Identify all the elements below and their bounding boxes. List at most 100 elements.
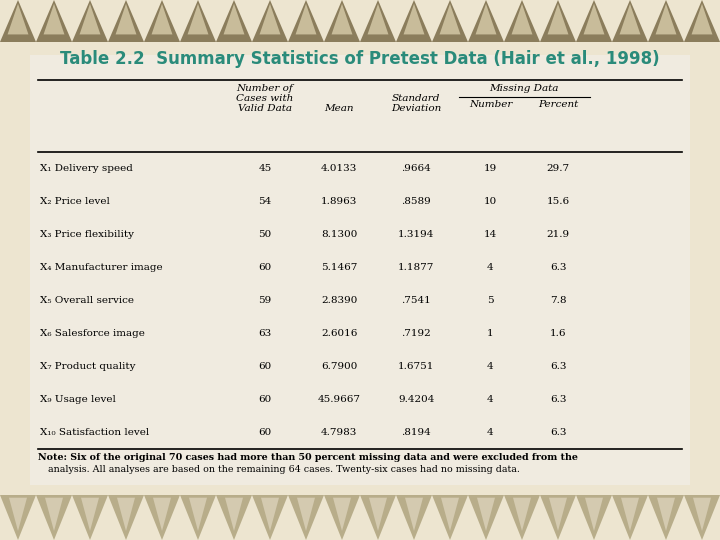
Polygon shape bbox=[432, 495, 468, 540]
Text: 7.8: 7.8 bbox=[550, 296, 566, 305]
Text: 1.6751: 1.6751 bbox=[398, 362, 435, 371]
Text: 6.3: 6.3 bbox=[550, 395, 566, 404]
Polygon shape bbox=[108, 0, 144, 42]
Text: X₅ Overall service: X₅ Overall service bbox=[40, 296, 134, 305]
Polygon shape bbox=[144, 495, 180, 540]
Polygon shape bbox=[81, 498, 99, 531]
Polygon shape bbox=[655, 4, 677, 35]
Text: 4: 4 bbox=[487, 362, 494, 371]
Text: 45.9667: 45.9667 bbox=[318, 395, 361, 404]
Polygon shape bbox=[619, 4, 641, 35]
Polygon shape bbox=[405, 498, 423, 531]
Text: 4.7983: 4.7983 bbox=[321, 428, 357, 437]
Text: .8194: .8194 bbox=[402, 428, 431, 437]
Polygon shape bbox=[576, 0, 612, 42]
Text: 10: 10 bbox=[484, 197, 497, 206]
Text: analysis. All analyses are based on the remaining 64 cases. Twenty-six cases had: analysis. All analyses are based on the … bbox=[48, 465, 520, 474]
Text: Table 2.2  Summary Statistics of Pretest Data (Hair et al., 1998): Table 2.2 Summary Statistics of Pretest … bbox=[60, 50, 660, 68]
Polygon shape bbox=[468, 0, 504, 42]
Polygon shape bbox=[9, 498, 27, 531]
Text: X₉ Usage level: X₉ Usage level bbox=[40, 395, 116, 404]
Text: X₇ Product quality: X₇ Product quality bbox=[40, 362, 135, 371]
Polygon shape bbox=[288, 495, 324, 540]
Text: 63: 63 bbox=[258, 329, 271, 338]
Polygon shape bbox=[360, 495, 396, 540]
Polygon shape bbox=[511, 4, 533, 35]
Polygon shape bbox=[189, 498, 207, 531]
Text: 1.3194: 1.3194 bbox=[398, 230, 435, 239]
Text: 29.7: 29.7 bbox=[546, 164, 570, 173]
Polygon shape bbox=[44, 4, 65, 35]
Polygon shape bbox=[684, 495, 720, 540]
Text: 1.1877: 1.1877 bbox=[398, 263, 435, 272]
Text: Standard: Standard bbox=[392, 94, 441, 103]
Polygon shape bbox=[612, 495, 648, 540]
Polygon shape bbox=[540, 0, 576, 42]
Polygon shape bbox=[225, 498, 243, 531]
Polygon shape bbox=[72, 0, 108, 42]
Polygon shape bbox=[252, 0, 288, 42]
Text: 60: 60 bbox=[258, 395, 271, 404]
Polygon shape bbox=[504, 495, 540, 540]
Polygon shape bbox=[513, 498, 531, 531]
Polygon shape bbox=[657, 498, 675, 531]
Polygon shape bbox=[549, 498, 567, 531]
Polygon shape bbox=[152, 4, 173, 35]
Text: 2.6016: 2.6016 bbox=[321, 329, 357, 338]
Polygon shape bbox=[468, 495, 504, 540]
Text: 15.6: 15.6 bbox=[546, 197, 570, 206]
Polygon shape bbox=[504, 0, 540, 42]
Text: 59: 59 bbox=[258, 296, 271, 305]
Text: .9664: .9664 bbox=[402, 164, 431, 173]
Polygon shape bbox=[441, 498, 459, 531]
Text: 14: 14 bbox=[484, 230, 497, 239]
Text: Number: Number bbox=[469, 100, 512, 109]
Polygon shape bbox=[115, 4, 137, 35]
Polygon shape bbox=[216, 0, 252, 42]
Polygon shape bbox=[475, 4, 497, 35]
Text: Valid Data: Valid Data bbox=[238, 104, 292, 113]
Text: X₁ Delivery speed: X₁ Delivery speed bbox=[40, 164, 133, 173]
Polygon shape bbox=[576, 495, 612, 540]
Text: 4: 4 bbox=[487, 428, 494, 437]
Text: 5: 5 bbox=[487, 296, 494, 305]
Text: 1: 1 bbox=[487, 329, 494, 338]
Text: 50: 50 bbox=[258, 230, 271, 239]
Polygon shape bbox=[368, 4, 389, 35]
Text: X₃ Price flexibility: X₃ Price flexibility bbox=[40, 230, 134, 239]
Polygon shape bbox=[691, 4, 713, 35]
Text: 60: 60 bbox=[258, 362, 271, 371]
Text: 9.4204: 9.4204 bbox=[398, 395, 435, 404]
Polygon shape bbox=[477, 498, 495, 531]
Text: 4: 4 bbox=[487, 263, 494, 272]
Text: .7541: .7541 bbox=[402, 296, 431, 305]
Polygon shape bbox=[117, 498, 135, 531]
Polygon shape bbox=[180, 495, 216, 540]
Polygon shape bbox=[296, 4, 317, 35]
Polygon shape bbox=[540, 495, 576, 540]
Polygon shape bbox=[684, 0, 720, 42]
Polygon shape bbox=[288, 0, 324, 42]
Text: 45: 45 bbox=[258, 164, 271, 173]
Polygon shape bbox=[297, 498, 315, 531]
Polygon shape bbox=[7, 4, 29, 35]
Polygon shape bbox=[260, 4, 281, 35]
Polygon shape bbox=[252, 495, 288, 540]
Polygon shape bbox=[153, 498, 171, 531]
Text: .8589: .8589 bbox=[402, 197, 431, 206]
Polygon shape bbox=[324, 495, 360, 540]
Polygon shape bbox=[648, 0, 684, 42]
Text: 1.8963: 1.8963 bbox=[321, 197, 357, 206]
Polygon shape bbox=[45, 498, 63, 531]
Text: 1.6: 1.6 bbox=[550, 329, 566, 338]
Text: 21.9: 21.9 bbox=[546, 230, 570, 239]
Polygon shape bbox=[547, 4, 569, 35]
Polygon shape bbox=[396, 495, 432, 540]
Text: Mean: Mean bbox=[324, 104, 354, 113]
FancyBboxPatch shape bbox=[30, 55, 690, 485]
Polygon shape bbox=[396, 0, 432, 42]
Polygon shape bbox=[621, 498, 639, 531]
Text: X₄ Manufacturer image: X₄ Manufacturer image bbox=[40, 263, 163, 272]
Text: X₆ Salesforce image: X₆ Salesforce image bbox=[40, 329, 145, 338]
Text: 4: 4 bbox=[487, 395, 494, 404]
